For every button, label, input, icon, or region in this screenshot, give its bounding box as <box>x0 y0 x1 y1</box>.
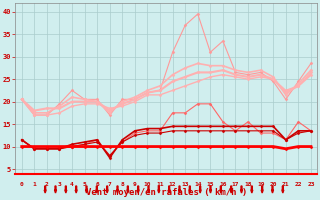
X-axis label: Vent moyen/en rafales ( km/h ): Vent moyen/en rafales ( km/h ) <box>86 188 247 197</box>
